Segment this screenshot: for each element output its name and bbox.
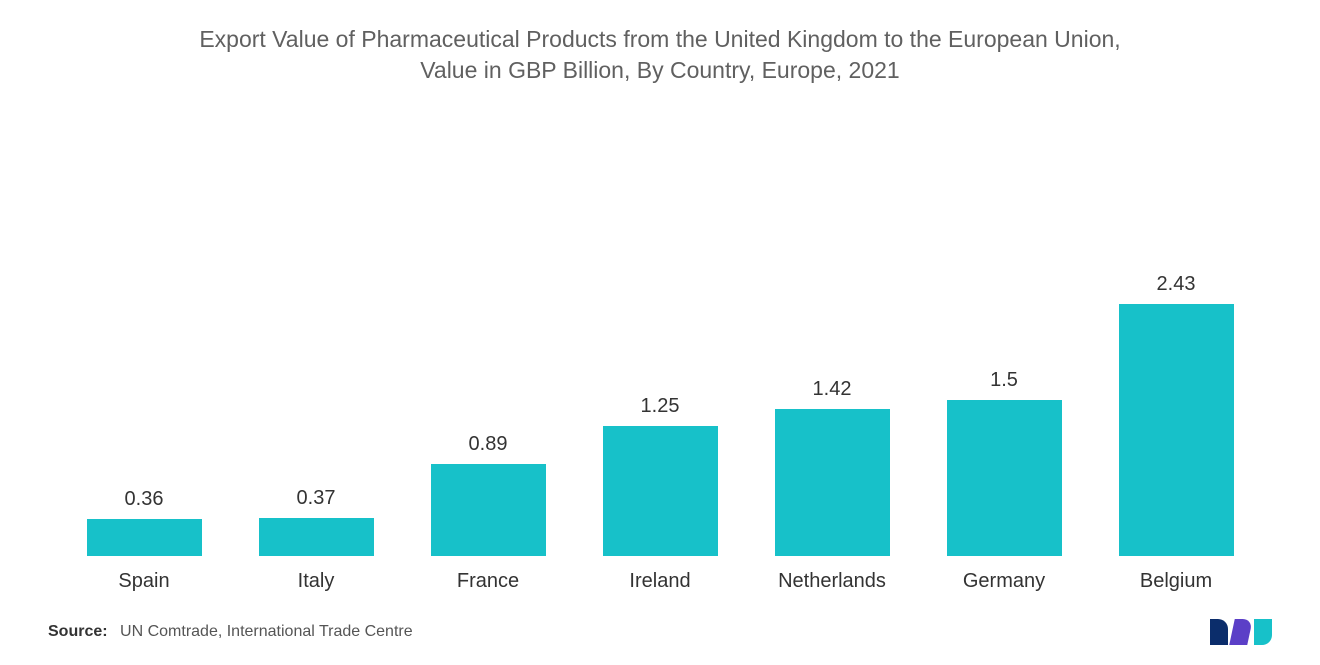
brand-logo [1210,619,1272,645]
bars-row: 0.36 0.37 0.89 1.25 1.42 1.5 2.43 [48,126,1272,556]
x-axis-label: Spain [58,570,230,593]
bar [775,409,890,556]
logo-shape-c [1254,619,1272,645]
bar [87,519,202,556]
x-axis-label: Ireland [574,570,746,593]
bar [1119,304,1234,556]
bar-group: 0.37 [230,126,402,556]
source-label: Source: [48,623,108,640]
bar-value-label: 2.43 [1157,273,1196,296]
bar-group: 2.43 [1090,126,1262,556]
bar [431,464,546,556]
bar-group: 0.89 [402,126,574,556]
bar-value-label: 0.37 [297,487,336,510]
chart-title-line1: Export Value of Pharmaceutical Products … [199,26,1120,52]
logo-shape-b [1229,619,1253,645]
x-axis-label: Netherlands [746,570,918,593]
bar-value-label: 1.42 [813,378,852,401]
x-axis-label: Italy [230,570,402,593]
bar-group: 0.36 [58,126,230,556]
x-axis-label: Belgium [1090,570,1262,593]
bar [603,426,718,556]
chart-container: Export Value of Pharmaceutical Products … [0,0,1320,665]
bar-value-label: 1.5 [990,369,1018,392]
source-text: UN Comtrade, International Trade Centre [120,623,413,640]
x-axis: SpainItalyFranceIrelandNetherlandsGerman… [48,556,1272,593]
chart-footer: Source: UN Comtrade, International Trade… [48,619,1272,645]
bar-value-label: 0.89 [469,433,508,456]
x-axis-label: Germany [918,570,1090,593]
logo-shape-a [1210,619,1228,645]
bar-group: 1.42 [746,126,918,556]
bar-group: 1.25 [574,126,746,556]
plot-area: 0.360.370.891.251.421.52.43 SpainItalyFr… [48,126,1272,556]
x-axis-label: France [402,570,574,593]
bar [947,400,1062,556]
chart-title-line2: Value in GBP Billion, By Country, Europe… [420,57,899,83]
bar-value-label: 0.36 [125,488,164,511]
bar [259,518,374,556]
source-line: Source: UN Comtrade, International Trade… [48,623,413,641]
bar-value-label: 1.25 [641,395,680,418]
chart-title: Export Value of Pharmaceutical Products … [48,24,1272,86]
bar-group: 1.5 [918,126,1090,556]
